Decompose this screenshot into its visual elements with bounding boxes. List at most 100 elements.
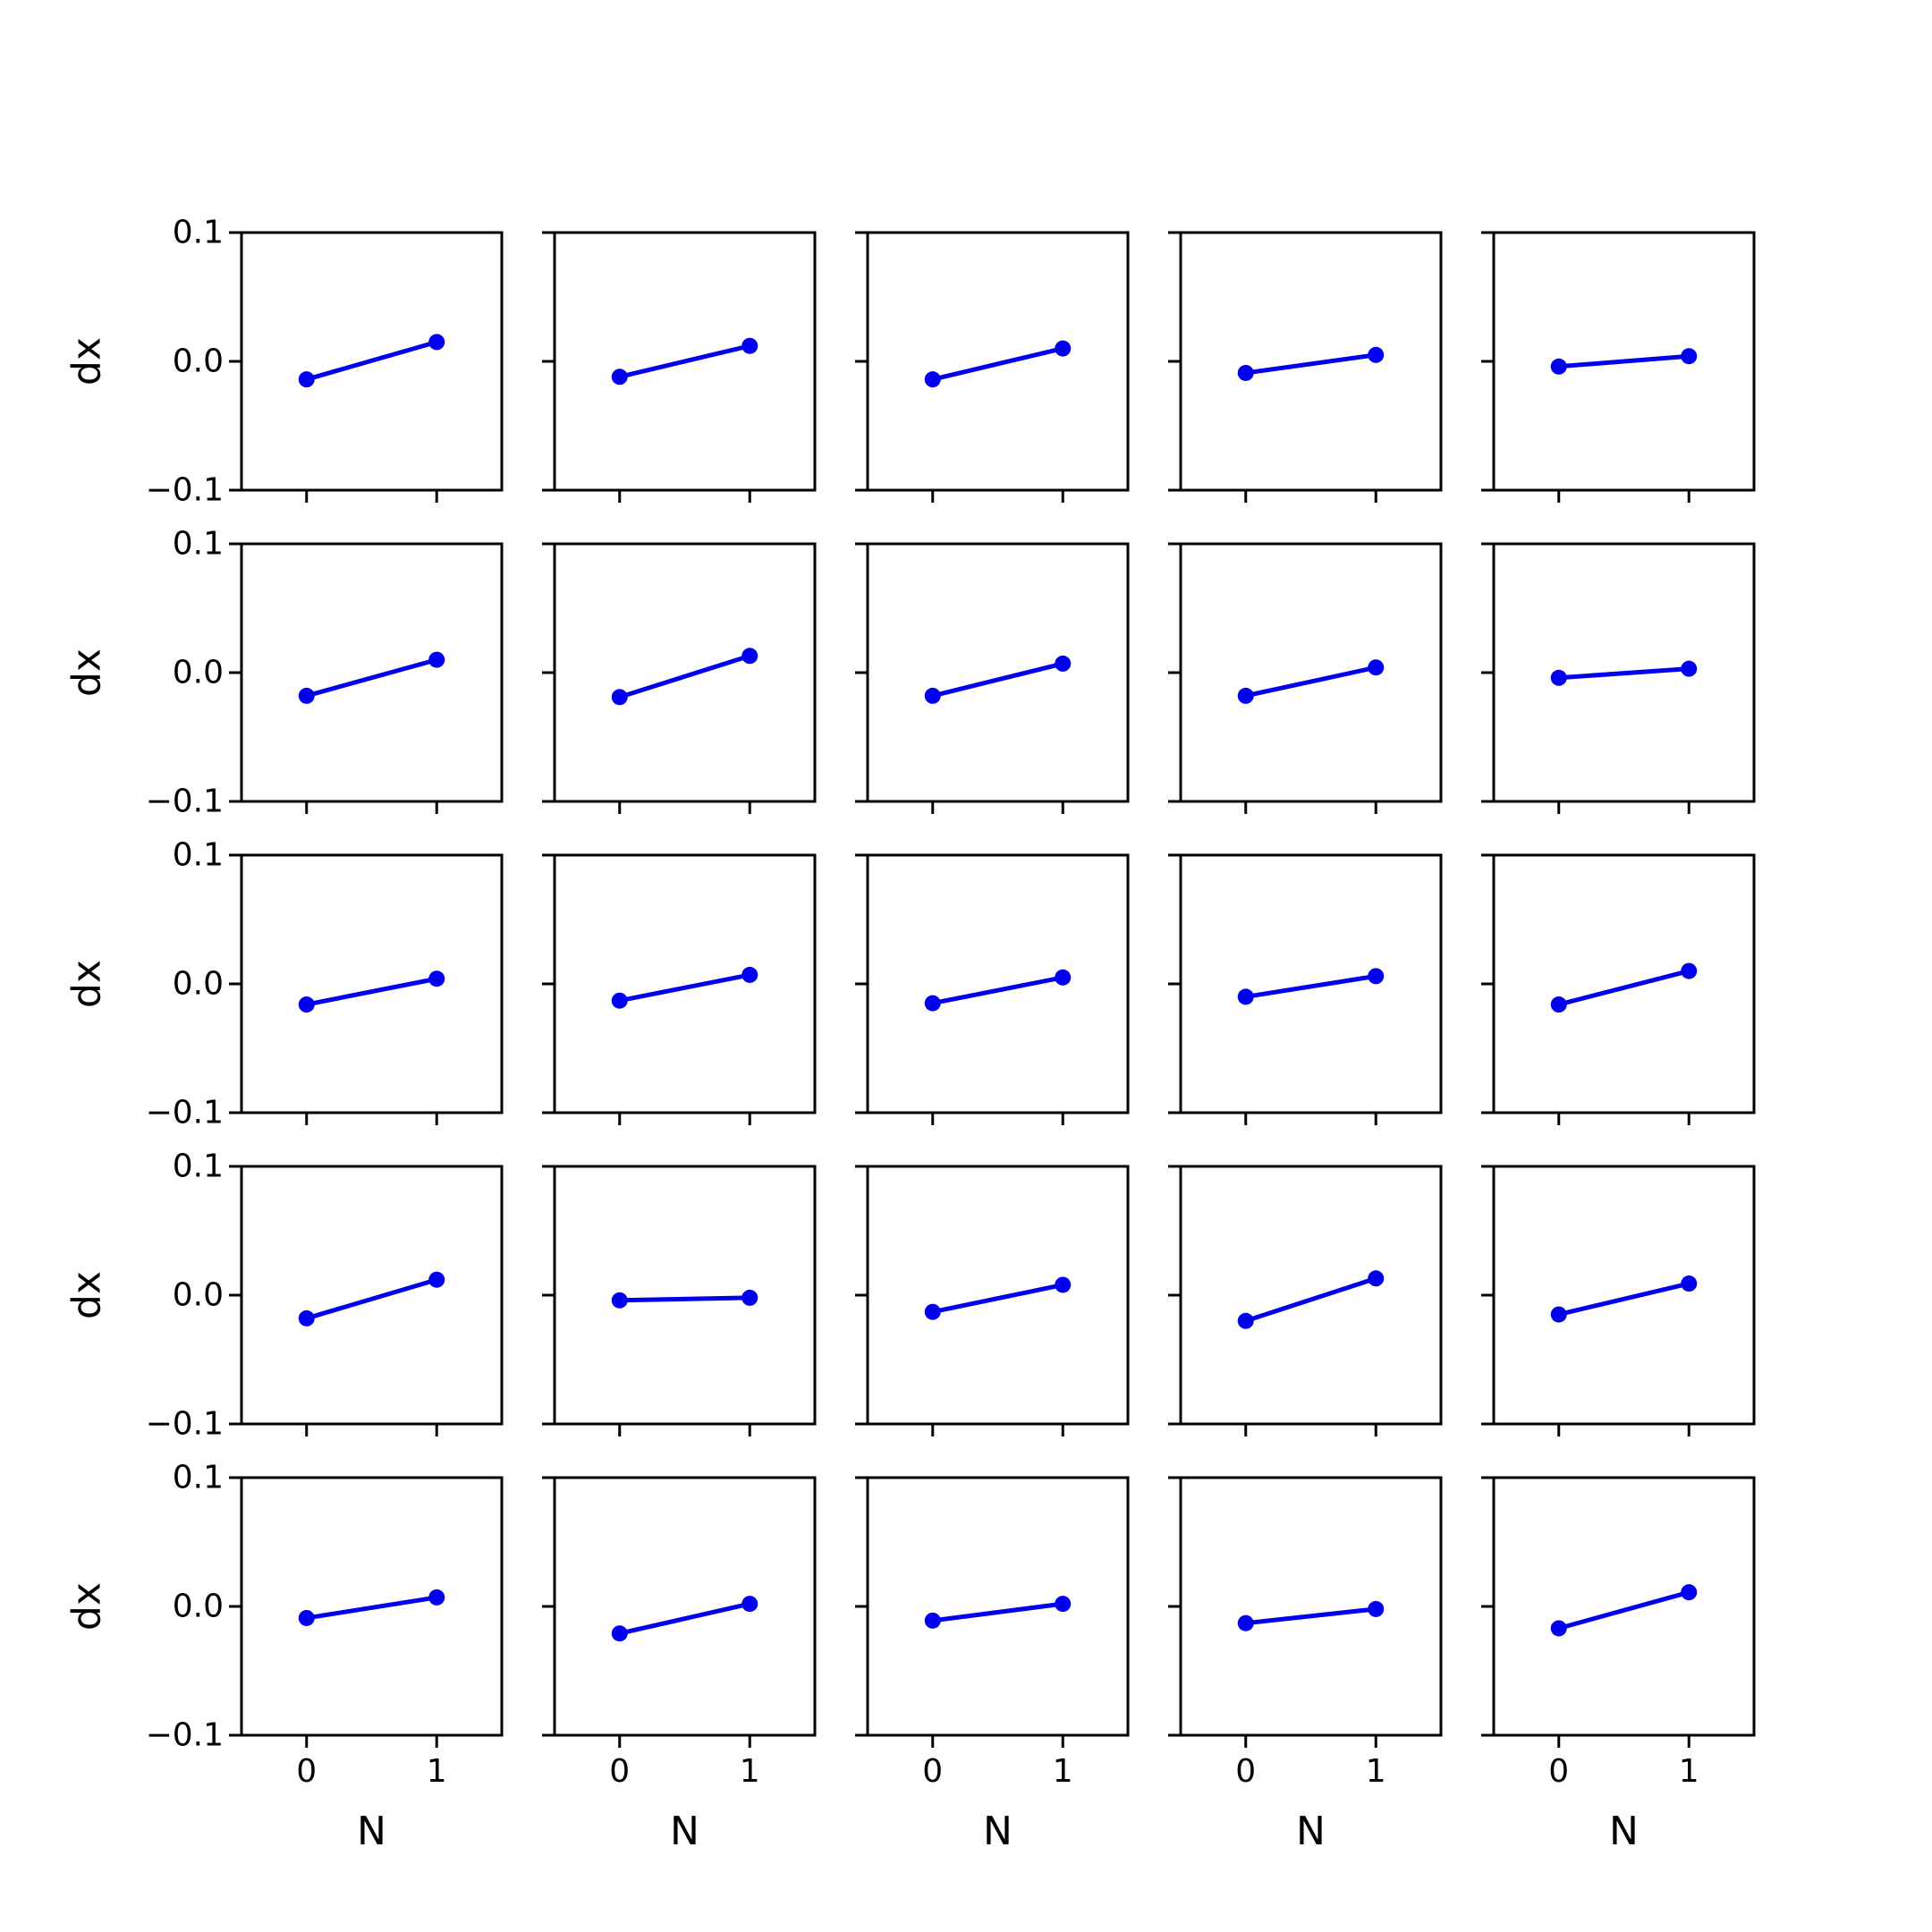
data-point	[1368, 659, 1385, 676]
axes-frame	[553, 1165, 817, 1426]
axes-frame	[1492, 853, 1756, 1114]
data-point	[924, 1612, 941, 1629]
data-point	[1237, 364, 1254, 381]
series-line	[304, 1277, 439, 1321]
y-tick-label: 0.1	[173, 1148, 224, 1185]
data-point	[298, 996, 315, 1013]
axes-frame	[866, 231, 1130, 492]
y-axis-label: dx	[64, 960, 110, 1008]
x-tick-label: 1	[1053, 1753, 1073, 1790]
data-point	[1550, 669, 1567, 686]
y-axis-label: dx	[64, 648, 110, 697]
subplot-r3-c1: 0.1 0.0 −0.1 dx	[64, 837, 504, 1131]
y-tick-label: 0.1	[173, 215, 224, 251]
series-line	[1243, 352, 1378, 376]
axes-frame	[1179, 853, 1443, 1114]
subplot-r3-c4	[1168, 853, 1443, 1125]
series-line	[304, 976, 439, 1007]
series-line	[930, 346, 1065, 382]
subplot-r1-c1: 0.1 0.0 −0.1 dx	[64, 215, 504, 509]
axes-frame	[866, 853, 1130, 1114]
data-point	[1681, 1275, 1698, 1292]
data-point	[1055, 340, 1072, 357]
data-point	[1237, 1614, 1254, 1631]
y-tick-label: 0.0	[173, 1589, 224, 1625]
data-point	[1681, 660, 1698, 677]
series-line	[1556, 353, 1691, 369]
data-point	[741, 337, 758, 354]
y-tick-label: 0.0	[173, 1277, 224, 1314]
y-axis-label: dx	[64, 1582, 110, 1631]
x-tick-label: 0	[609, 1753, 630, 1790]
data-point	[298, 1609, 315, 1626]
subplot-r1-c5	[1481, 231, 1756, 503]
y-tick-label: −0.1	[146, 472, 224, 509]
subplot-r3-c5	[1481, 853, 1756, 1125]
data-point	[1550, 1306, 1567, 1323]
axes-frame	[553, 1476, 817, 1737]
data-point	[1055, 655, 1072, 672]
data-point	[1237, 687, 1254, 704]
series-line	[930, 975, 1065, 1006]
data-point	[1368, 1270, 1385, 1287]
series-line	[304, 339, 439, 382]
series-line	[1556, 969, 1691, 1007]
data-point	[1681, 962, 1698, 979]
series-line	[304, 657, 439, 699]
data-point	[1055, 969, 1072, 986]
series-line	[617, 343, 752, 379]
series-line	[617, 1601, 752, 1636]
axes-frame	[866, 1165, 1130, 1426]
data-point	[428, 651, 445, 668]
data-point	[1237, 1312, 1254, 1329]
data-point	[428, 1589, 445, 1606]
x-tick-label: 1	[1366, 1753, 1386, 1790]
x-axis-label: N	[670, 1809, 699, 1854]
y-tick-label: −0.1	[146, 784, 224, 820]
subplot-r2-c1: 0.1 0.0 −0.1 dx	[64, 526, 504, 820]
data-point	[1550, 1620, 1567, 1637]
x-tick-label: 1	[1679, 1753, 1699, 1790]
data-point	[428, 970, 445, 987]
y-tick-label: 0.1	[173, 526, 224, 563]
data-point	[1681, 348, 1698, 365]
subplot-r5-c4: 0 1 N	[1168, 1476, 1443, 1854]
data-point	[298, 371, 315, 388]
subplot-r5-c3: 0 1 N	[855, 1476, 1130, 1854]
axes-frame	[240, 1165, 504, 1426]
x-tick-label: 0	[922, 1753, 943, 1790]
data-point	[1237, 988, 1254, 1005]
axes-frame	[1179, 1165, 1443, 1426]
subplot-r4-c3	[855, 1165, 1130, 1436]
subplot-r4-c2	[542, 1165, 817, 1436]
axes-frame	[553, 853, 817, 1114]
series-line	[930, 1282, 1065, 1315]
series-line	[1556, 1589, 1691, 1631]
axes-frame	[1492, 231, 1756, 492]
axes-frame	[1179, 231, 1443, 492]
series-line	[617, 972, 752, 1004]
data-point	[924, 687, 941, 704]
subplot-r5-c5: 0 1 N	[1481, 1476, 1756, 1854]
y-axis-label: dx	[64, 1271, 110, 1319]
series-line	[930, 661, 1065, 699]
data-point	[1368, 346, 1385, 363]
series-line	[1243, 973, 1378, 999]
data-point	[1550, 996, 1567, 1013]
axes-frame	[1179, 1476, 1443, 1737]
data-point	[428, 1271, 445, 1288]
x-axis-label: N	[983, 1809, 1013, 1854]
axes-frame	[240, 853, 504, 1114]
x-axis-label: N	[1296, 1809, 1326, 1854]
subplot-r4-c1: 0.1 0.0 −0.1 dx	[64, 1148, 504, 1443]
x-tick-label: 1	[740, 1753, 760, 1790]
y-tick-label: 0.1	[173, 1460, 224, 1496]
axes-frame	[866, 542, 1130, 803]
y-tick-label: −0.1	[146, 1717, 224, 1754]
y-tick-label: 0.1	[173, 837, 224, 874]
data-point	[298, 1309, 315, 1326]
series-line	[1243, 665, 1378, 699]
data-point	[1368, 1600, 1385, 1617]
data-point	[611, 369, 628, 386]
